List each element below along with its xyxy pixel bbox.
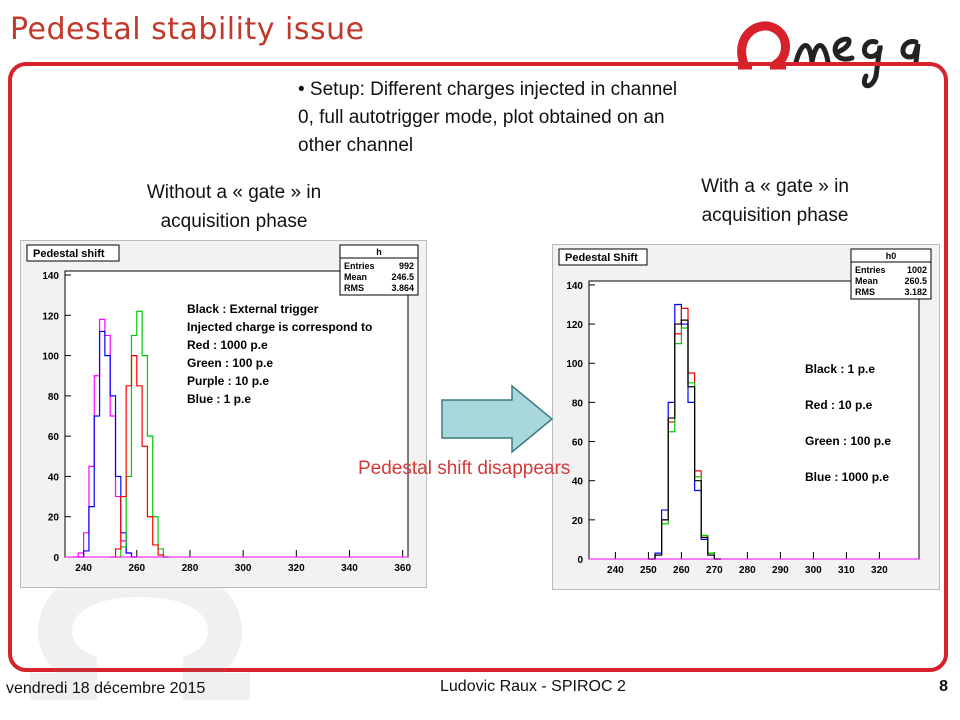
y-tick-label: 100: [42, 352, 59, 363]
stats-value: 1002: [907, 265, 927, 275]
shift-note: Pedestal shift disappears: [358, 458, 571, 479]
x-tick-label: 280: [182, 563, 199, 574]
y-tick-label: 80: [572, 398, 584, 409]
chart-title-box: [26, 244, 120, 262]
legend-entry: Injected charge is correspond to: [187, 320, 372, 334]
stats-box: [850, 248, 932, 300]
legend-entry: Blue : 1000 p.e: [805, 470, 889, 484]
right-arrow-icon: [441, 384, 554, 454]
x-tick-label: 260: [673, 565, 690, 576]
x-tick-label: 310: [838, 565, 855, 576]
caption-without-gate: Without a « gate » in acquisition phase: [146, 182, 322, 232]
stats-label: Entries: [344, 261, 375, 271]
plot-area: [588, 280, 920, 560]
stats-label: Entries: [855, 265, 886, 275]
slide-frame: [8, 62, 948, 672]
omega-logo: [737, 21, 921, 89]
y-tick-label: 60: [48, 432, 60, 443]
stats-label: RMS: [344, 283, 364, 293]
x-tick-label: 360: [394, 563, 411, 574]
stats-value: 260.5: [904, 276, 927, 286]
legend-entry: Green : 100 p.e: [805, 434, 891, 448]
y-tick-label: 40: [48, 472, 60, 483]
stats-value: 246.5: [391, 272, 414, 282]
x-tick-label: 250: [640, 565, 657, 576]
x-tick-label: 320: [871, 565, 888, 576]
x-tick-label: 340: [341, 563, 358, 574]
x-tick-label: 260: [128, 563, 145, 574]
x-tick-label: 270: [706, 565, 723, 576]
stats-label: Mean: [855, 276, 878, 286]
chart-title-box: [558, 248, 648, 266]
footer-date: vendredi 18 décembre 2015: [6, 680, 206, 697]
y-tick-label: 120: [42, 311, 59, 322]
stats-label: RMS: [855, 287, 875, 297]
y-tick-label: 60: [572, 438, 584, 449]
x-tick-label: 300: [235, 563, 252, 574]
legend-entry: Blue : 1 p.e: [187, 392, 251, 406]
plot-without-gate: Pedestal shift h Entries 992 Mean 246.5 RMS 3.8…: [20, 240, 427, 588]
legend-entry: Red : 1000 p.e: [187, 338, 268, 352]
chart-title: Pedestal shift: [33, 248, 105, 260]
legend-entry: Red : 10 p.e: [805, 398, 873, 412]
y-tick-label: 120: [566, 320, 583, 331]
stats-value: 3.864: [391, 283, 414, 293]
chart-title: Pedestal Shift: [565, 252, 638, 264]
y-tick-label: 20: [572, 516, 584, 527]
stats-box: [339, 244, 419, 296]
histogram-series-3: [648, 319, 721, 560]
y-tick-label: 100: [566, 359, 583, 370]
x-tick-label: 280: [739, 565, 756, 576]
slide-title: Pedestal stability issue: [10, 12, 365, 47]
y-tick-label: 80: [48, 392, 60, 403]
stats-name: h: [376, 247, 382, 257]
stats-label: Mean: [344, 272, 367, 282]
setup-description: • Setup: Different charges injected in c…: [298, 79, 678, 156]
x-tick-label: 300: [805, 565, 822, 576]
y-tick-label: 0: [53, 553, 59, 564]
x-tick-label: 240: [607, 565, 624, 576]
stats-value: 992: [399, 261, 414, 271]
footer-author: Ludovic Raux - SPIROC 2: [440, 678, 626, 695]
histogram-series-2: [115, 310, 169, 558]
legend-entry: Purple : 10 p.e: [187, 374, 269, 388]
histogram-series-3: [110, 354, 169, 558]
stats-value: 3.182: [904, 287, 927, 297]
y-tick-label: 0: [577, 555, 583, 566]
legend-entry: Black : External trigger: [187, 302, 319, 316]
caption-with-gate: With a « gate » in acquisition phase: [701, 176, 849, 226]
plot-with-gate: Pedestal Shift h0 Entries 1002 Mean 260.5 RMS 3…: [552, 244, 940, 590]
legend-entry: Black : 1 p.e: [805, 362, 875, 376]
y-tick-label: 140: [566, 281, 583, 292]
x-tick-label: 240: [75, 563, 92, 574]
x-tick-label: 320: [288, 563, 305, 574]
stats-name: h0: [886, 251, 897, 261]
y-tick-label: 20: [48, 513, 60, 524]
y-tick-label: 140: [42, 271, 59, 282]
plot-area: [64, 270, 409, 558]
x-tick-label: 290: [772, 565, 789, 576]
y-tick-label: 40: [572, 477, 584, 488]
footer-page-number: 8: [939, 678, 948, 695]
legend-entry: Green : 100 p.e: [187, 356, 273, 370]
